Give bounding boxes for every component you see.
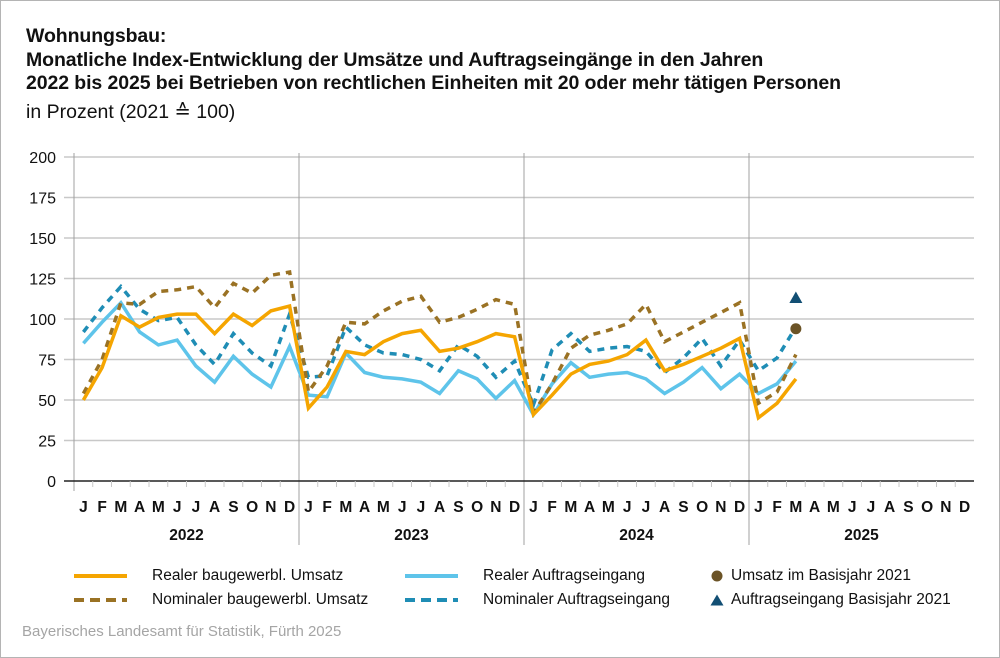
title-line-3: 2022 bis 2025 bei Betrieben von rechtlic…: [26, 72, 841, 94]
y-tick-label: 50: [38, 393, 56, 410]
x-month-label: A: [884, 499, 895, 516]
x-month-label: D: [734, 499, 745, 516]
marker-layer: [789, 291, 803, 335]
x-month-label: O: [471, 499, 483, 516]
x-month-label: D: [509, 499, 520, 516]
legend-swatch-solid: [405, 574, 458, 578]
x-year-label: 2023: [394, 527, 429, 544]
x-month-label: M: [339, 499, 352, 516]
x-month-label: S: [453, 499, 463, 516]
marker-auftrag-basisjahr: [789, 291, 803, 303]
x-month-label: M: [377, 499, 390, 516]
x-month-label: A: [584, 499, 595, 516]
marker-umsatz-basisjahr: [790, 323, 802, 335]
x-month-label: N: [715, 499, 726, 516]
legend-label: Realer Auftragseingang: [483, 567, 646, 584]
x-month-label: O: [696, 499, 708, 516]
legend-swatch-solid: [74, 574, 127, 578]
x-month-label: M: [789, 499, 802, 516]
legend-label: Realer baugewerbl. Umsatz: [152, 567, 344, 584]
x-month-label: D: [959, 499, 970, 516]
x-month-label: F: [547, 499, 556, 516]
legend-swatch-dashed: [405, 598, 458, 602]
y-tick-label: 25: [38, 434, 56, 451]
x-month-label: J: [173, 499, 182, 516]
title-line-2: Monatliche Index-Entwicklung der Umsätze…: [26, 48, 764, 71]
x-month-label: J: [304, 499, 313, 516]
series-line-nominal-umsatz: [81, 269, 798, 418]
series-line-nominal-auftrag: [82, 283, 798, 410]
x-year-label: 2025: [844, 527, 879, 544]
x-month-label: A: [209, 499, 220, 516]
x-month-label: A: [134, 499, 145, 516]
x-month-label: J: [79, 499, 88, 516]
y-tick-label: 175: [29, 191, 56, 208]
legend-label: Nominaler baugewerbl. Umsatz: [152, 591, 369, 608]
x-month-label: S: [678, 499, 688, 516]
x-month-label: M: [827, 499, 840, 516]
x-month-label: M: [564, 499, 577, 516]
x-month-label: J: [623, 499, 632, 516]
x-month-label: A: [809, 499, 820, 516]
x-month-label: A: [359, 499, 370, 516]
x-month-label: A: [434, 499, 445, 516]
legend-item-nominal-umsatz: Nominaler baugewerbl. Umsatz: [74, 590, 368, 610]
x-month-label: J: [417, 499, 426, 516]
x-month-label: N: [490, 499, 501, 516]
x-month-label: M: [152, 499, 165, 516]
legend-item-real-auftrag: Realer Auftragseingang: [405, 566, 645, 586]
x-month-label: J: [848, 499, 857, 516]
x-month-label: S: [228, 499, 238, 516]
legend-label: Auftragseingang Basisjahr 2021: [731, 591, 951, 608]
x-month-label: M: [602, 499, 615, 516]
legend-label: Nominaler Auftragseingang: [483, 591, 670, 608]
x-year-label: 2022: [169, 527, 203, 544]
legend-label: Umsatz im Basisjahr 2021: [731, 567, 912, 584]
x-month-label: F: [772, 499, 781, 516]
chart-subtitle: in Prozent (2021 ≙ 100): [26, 101, 236, 123]
legend-item-marker-umsatz: Umsatz im Basisjahr 2021: [709, 566, 911, 586]
series-layer: [81, 269, 798, 421]
x-month-label: A: [659, 499, 670, 516]
y-tick-label: 200: [29, 150, 56, 167]
x-month-label: N: [265, 499, 276, 516]
y-tick-label: 150: [29, 231, 56, 248]
x-month-label: M: [114, 499, 127, 516]
y-tick-label: 0: [47, 474, 56, 491]
x-month-label: F: [322, 499, 331, 516]
x-month-label: J: [754, 499, 763, 516]
legend-item-marker-auftrag: Auftragseingang Basisjahr 2021: [709, 590, 951, 610]
triangle-marker-icon: [709, 594, 725, 606]
y-tick-label: 100: [29, 312, 56, 329]
x-month-label: S: [903, 499, 913, 516]
x-month-label: J: [867, 499, 876, 516]
source-note: Bayerisches Landesamt für Statistik, Für…: [22, 623, 342, 640]
series-line-real-auftrag: [82, 299, 798, 419]
x-month-label: O: [246, 499, 258, 516]
x-year-label: 2024: [619, 527, 654, 544]
title-line-1: Wohnungsbau:: [26, 25, 167, 47]
x-month-label: J: [642, 499, 651, 516]
x-month-label: J: [398, 499, 407, 516]
y-tick-label: 75: [38, 353, 56, 370]
x-month-label: J: [192, 499, 201, 516]
series-line-real-umsatz: [81, 303, 798, 421]
legend-item-real-umsatz: Realer baugewerbl. Umsatz: [74, 566, 343, 586]
x-month-label: F: [97, 499, 106, 516]
x-month-label: D: [284, 499, 295, 516]
x-month-label: N: [940, 499, 951, 516]
legend-swatch-dashed: [74, 598, 127, 602]
x-month-label: J: [529, 499, 538, 516]
x-month-label: O: [921, 499, 933, 516]
y-tick-label: 125: [29, 272, 56, 289]
chart-title: Wohnungsbau: Monatliche Index-Entwicklun…: [26, 25, 841, 96]
legend-item-nominal-auftrag: Nominaler Auftragseingang: [405, 590, 670, 610]
circle-marker-icon: [709, 570, 725, 582]
